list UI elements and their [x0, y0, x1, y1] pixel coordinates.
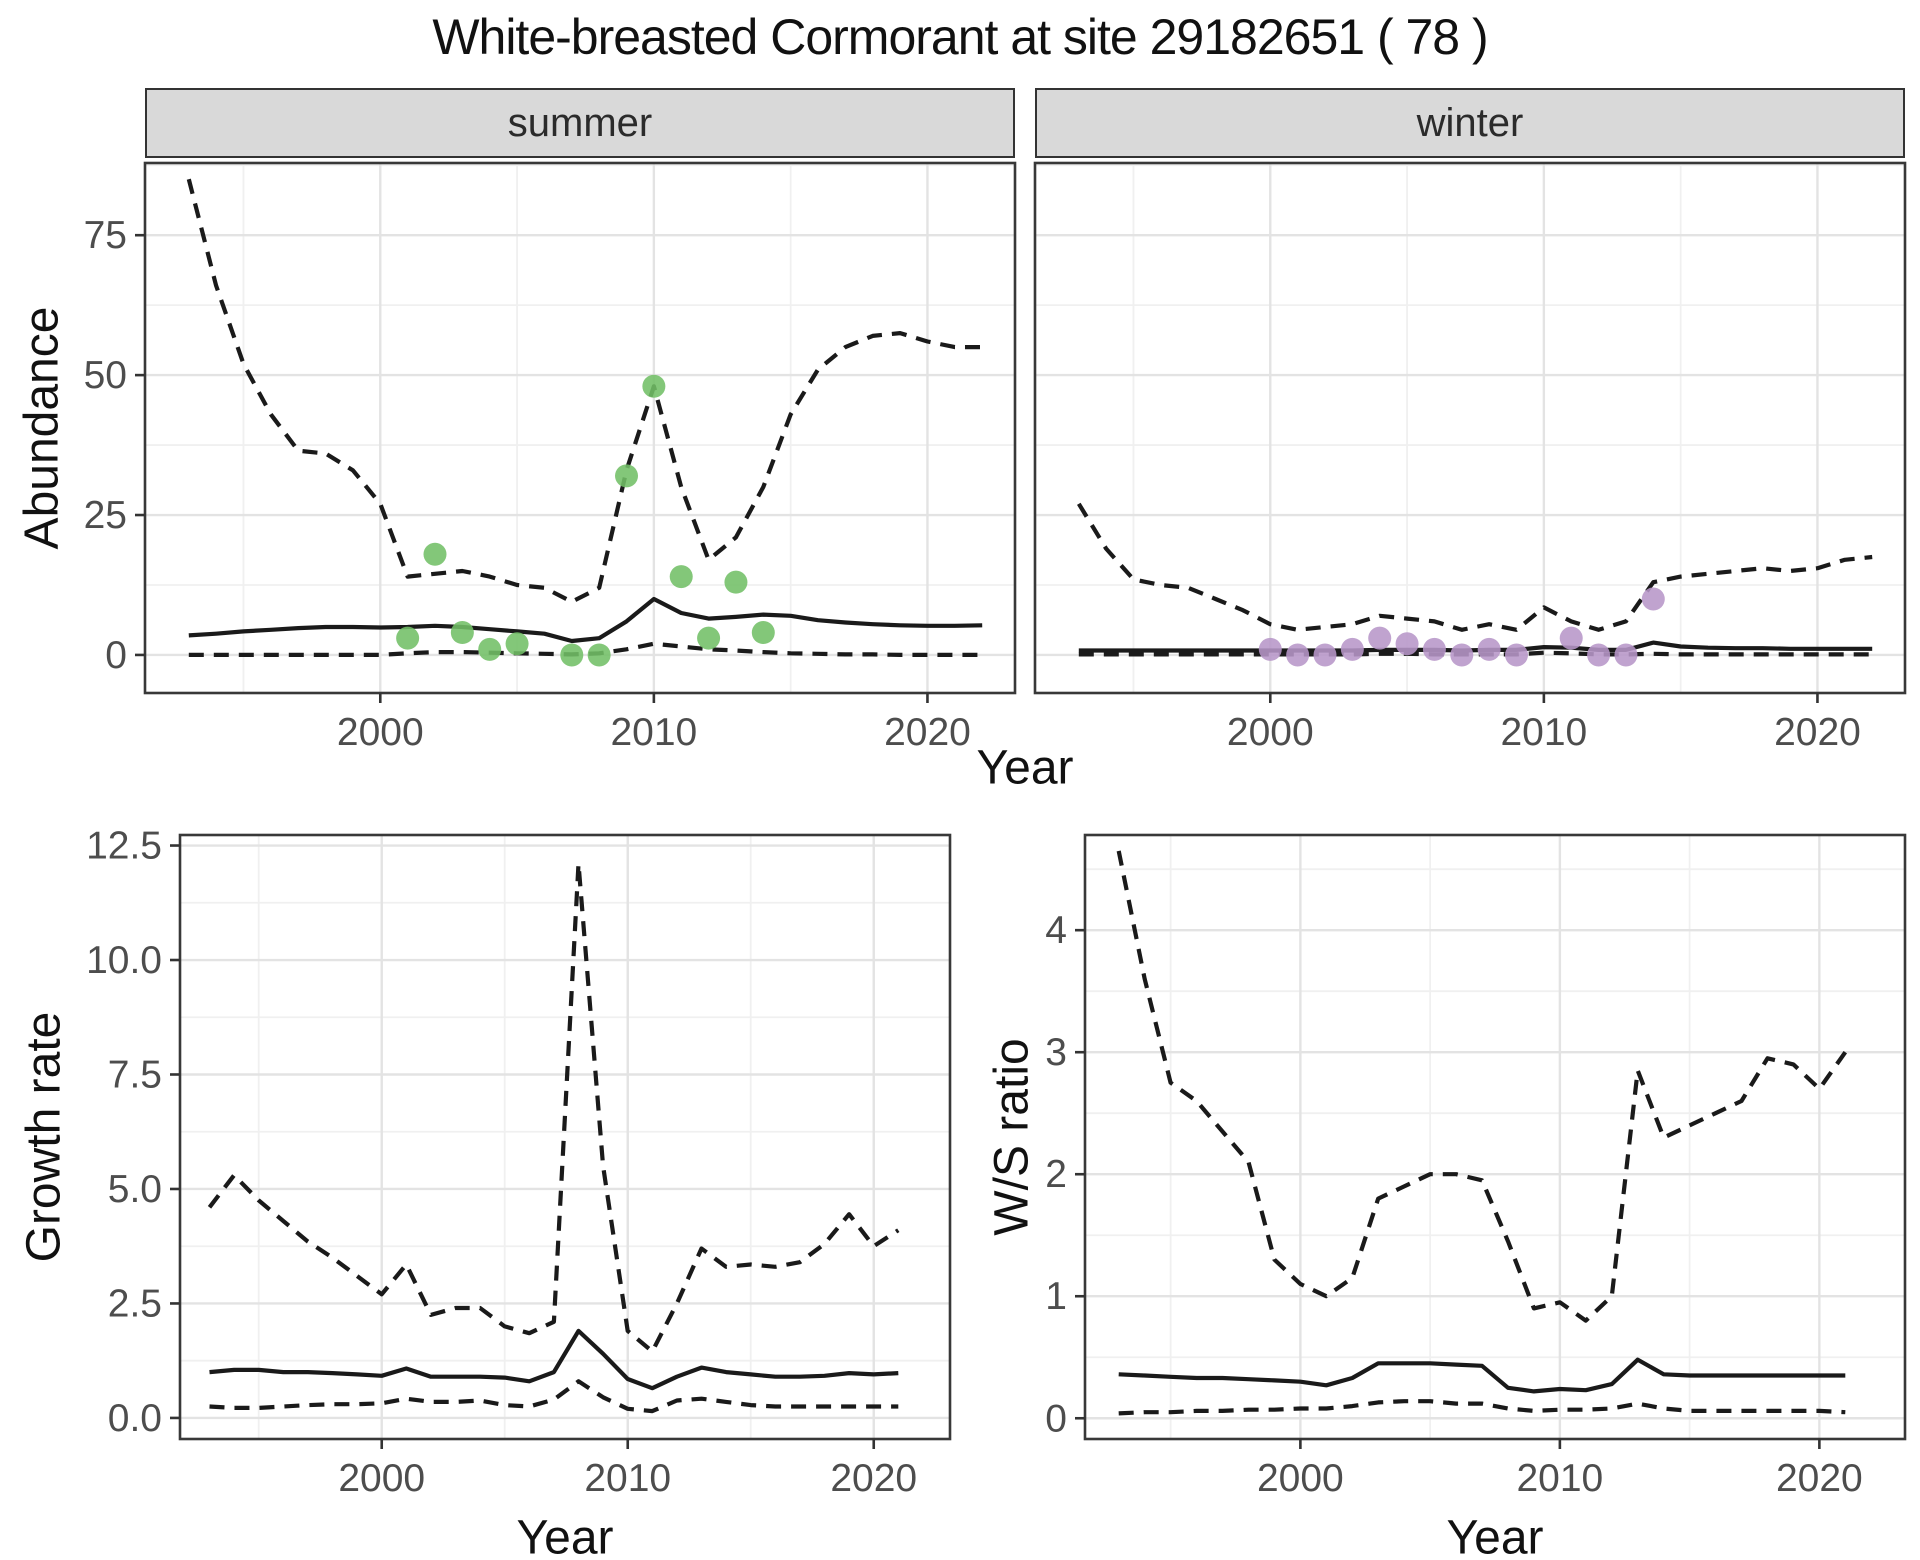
y-tick-label: 0 — [105, 634, 127, 677]
facet-strip-winter: winter — [1035, 88, 1905, 158]
panel-border — [1033, 161, 1907, 695]
data-point-observed-counts — [1477, 637, 1501, 661]
x-tick-label: 2000 — [338, 1457, 425, 1500]
facet-strip-summer-label: summer — [507, 101, 653, 145]
series-lower-95ci — [1118, 1399, 1846, 1416]
series-median — [188, 596, 983, 644]
series-median — [1118, 1357, 1846, 1394]
data-point-observed-counts — [450, 621, 474, 645]
y-tick-label: 25 — [84, 494, 127, 537]
series-median — [209, 1328, 899, 1391]
panel-ws-ratio: 2000 2010 2020 0 1 2 3 4 — [1045, 833, 1907, 1500]
panel-abundance-summer: 2000 2010 2020 0 25 50 75 — [84, 161, 1017, 754]
y-tick-label: 10.0 — [86, 939, 162, 982]
y-axis-title-abundance: Abundance — [15, 306, 69, 550]
facet-strip-summer: summer — [145, 88, 1015, 158]
x-tick-label: 2020 — [1776, 1457, 1863, 1500]
series-lower-95ci — [188, 641, 983, 658]
x-axis-title-year-ws: Year — [1446, 1511, 1544, 1560]
data-point-observed-counts — [1368, 626, 1392, 650]
series-upper-95ci — [1116, 850, 1848, 1323]
data-point-observed-counts — [1258, 637, 1282, 661]
y-tick-label: 12.5 — [86, 825, 162, 868]
y-tick-label: 0.0 — [108, 1397, 162, 1440]
data-point-observed-counts — [1395, 632, 1419, 656]
panel-abundance-winter: 2000 2010 2020 — [1033, 161, 1907, 754]
data-point-observed-counts — [396, 626, 420, 650]
data-point-observed-counts — [1450, 643, 1474, 667]
data-point-observed-counts — [478, 637, 502, 661]
data-point-observed-counts — [505, 632, 529, 656]
y-tick-label: 1 — [1045, 1275, 1067, 1318]
y-tick-label: 0 — [1045, 1397, 1067, 1440]
series-upper-95ci — [186, 178, 983, 604]
data-point-observed-counts — [1641, 587, 1665, 611]
facet-strip-winter-label: winter — [1416, 101, 1524, 145]
data-point-observed-counts — [724, 570, 748, 594]
y-tick-label: 5.0 — [108, 1168, 162, 1211]
data-point-observed-counts — [423, 542, 447, 566]
panel-growth-rate: 2000 2010 2020 0.0 2.5 5.0 7.5 10.0 12.5 — [86, 825, 952, 1500]
series-upper-95ci — [207, 861, 900, 1354]
x-tick-label: 2000 — [1227, 711, 1314, 754]
x-tick-label: 2020 — [830, 1457, 917, 1500]
panel-border — [1083, 833, 1907, 1441]
data-point-observed-counts — [642, 374, 666, 398]
y-tick-label: 75 — [84, 214, 127, 257]
series-median — [1078, 640, 1873, 653]
data-point-observed-counts — [1286, 643, 1310, 667]
x-tick-label: 2020 — [1774, 711, 1861, 754]
data-point-observed-counts — [751, 621, 775, 645]
data-point-observed-counts — [1559, 626, 1583, 650]
x-tick-label: 2010 — [610, 711, 697, 754]
x-tick-label: 2010 — [584, 1457, 671, 1500]
data-point-observed-counts — [1614, 643, 1638, 667]
data-point-observed-counts — [560, 643, 584, 667]
y-tick-label: 4 — [1045, 909, 1067, 952]
y-tick-label: 7.5 — [108, 1053, 162, 1096]
x-tick-label: 2010 — [1500, 711, 1587, 754]
x-tick-label: 2000 — [1257, 1457, 1344, 1500]
figure-title: White-breasted Cormorant at site 2918265… — [432, 9, 1488, 65]
panel-border — [143, 161, 1017, 695]
x-axis-title-year-top: Year — [976, 741, 1074, 795]
data-point-observed-counts — [1587, 643, 1611, 667]
x-tick-label: 2000 — [337, 711, 424, 754]
panel-border — [178, 833, 952, 1441]
series-lower-95ci — [1078, 650, 1873, 657]
data-point-observed-counts — [1340, 637, 1364, 661]
data-point-observed-counts — [615, 464, 639, 488]
x-tick-label: 2020 — [884, 711, 971, 754]
data-point-observed-counts — [1313, 643, 1337, 667]
y-tick-label: 2.5 — [108, 1282, 162, 1325]
y-tick-label: 2 — [1045, 1153, 1067, 1196]
y-axis-title-growth-rate: Growth rate — [17, 1011, 71, 1263]
x-axis-title-year-growth: Year — [516, 1511, 614, 1560]
data-point-observed-counts — [1422, 637, 1446, 661]
data-point-observed-counts — [697, 626, 721, 650]
y-axis-title-ws-ratio: W/S ratio — [985, 1038, 1039, 1236]
data-point-observed-counts — [669, 565, 693, 589]
data-point-observed-counts — [1505, 643, 1529, 667]
y-tick-label: 3 — [1045, 1031, 1067, 1074]
x-tick-label: 2010 — [1516, 1457, 1603, 1500]
data-point-observed-counts — [587, 643, 611, 667]
y-tick-label: 50 — [84, 354, 127, 397]
series-lower-95ci — [209, 1379, 899, 1414]
